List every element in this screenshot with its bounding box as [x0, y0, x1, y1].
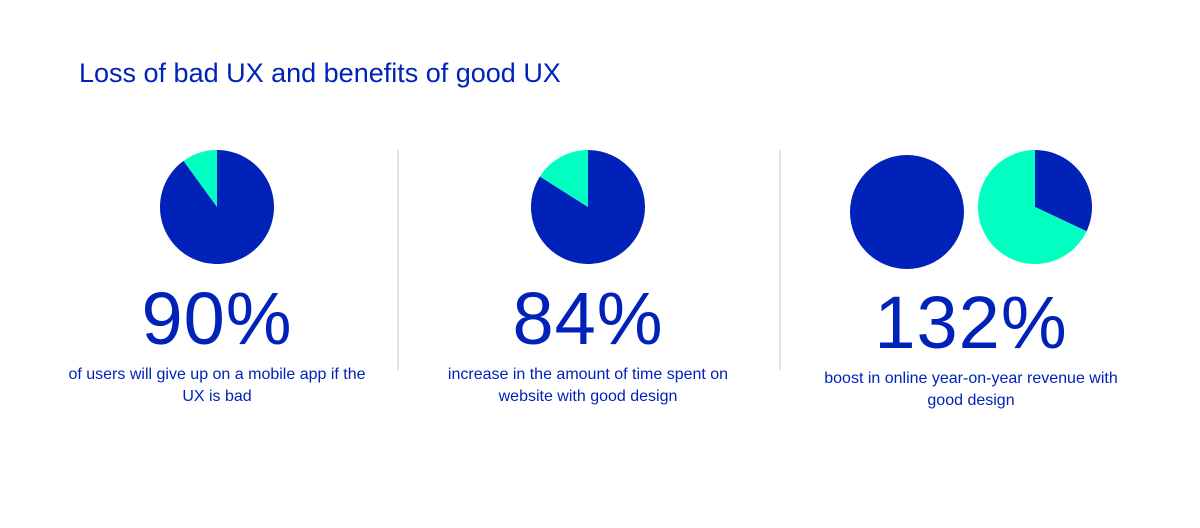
pie-slice	[183, 150, 217, 207]
pie-slice	[850, 155, 964, 269]
stat-caption: increase in the amount of time spent on …	[447, 366, 729, 405]
divider	[397, 150, 399, 370]
page-title: Loss of bad UX and benefits of good UX	[79, 58, 561, 88]
stat-caption: of users will give up on a mobile app if…	[68, 366, 366, 405]
divider	[779, 150, 781, 370]
pie-chart-32	[978, 150, 1092, 264]
stat-value: 90%	[141, 277, 293, 360]
pie-chart-100	[850, 155, 964, 269]
pie-chart-90	[160, 150, 274, 264]
pie-slice	[539, 150, 588, 207]
pie-chart-84	[531, 150, 645, 264]
pie-slice	[1035, 150, 1092, 232]
pie-slice	[978, 150, 1087, 264]
stat-value: 84%	[512, 277, 664, 360]
stat-value: 132%	[874, 281, 1068, 364]
stat-caption: boost in online year-on-year revenue wit…	[824, 370, 1118, 409]
